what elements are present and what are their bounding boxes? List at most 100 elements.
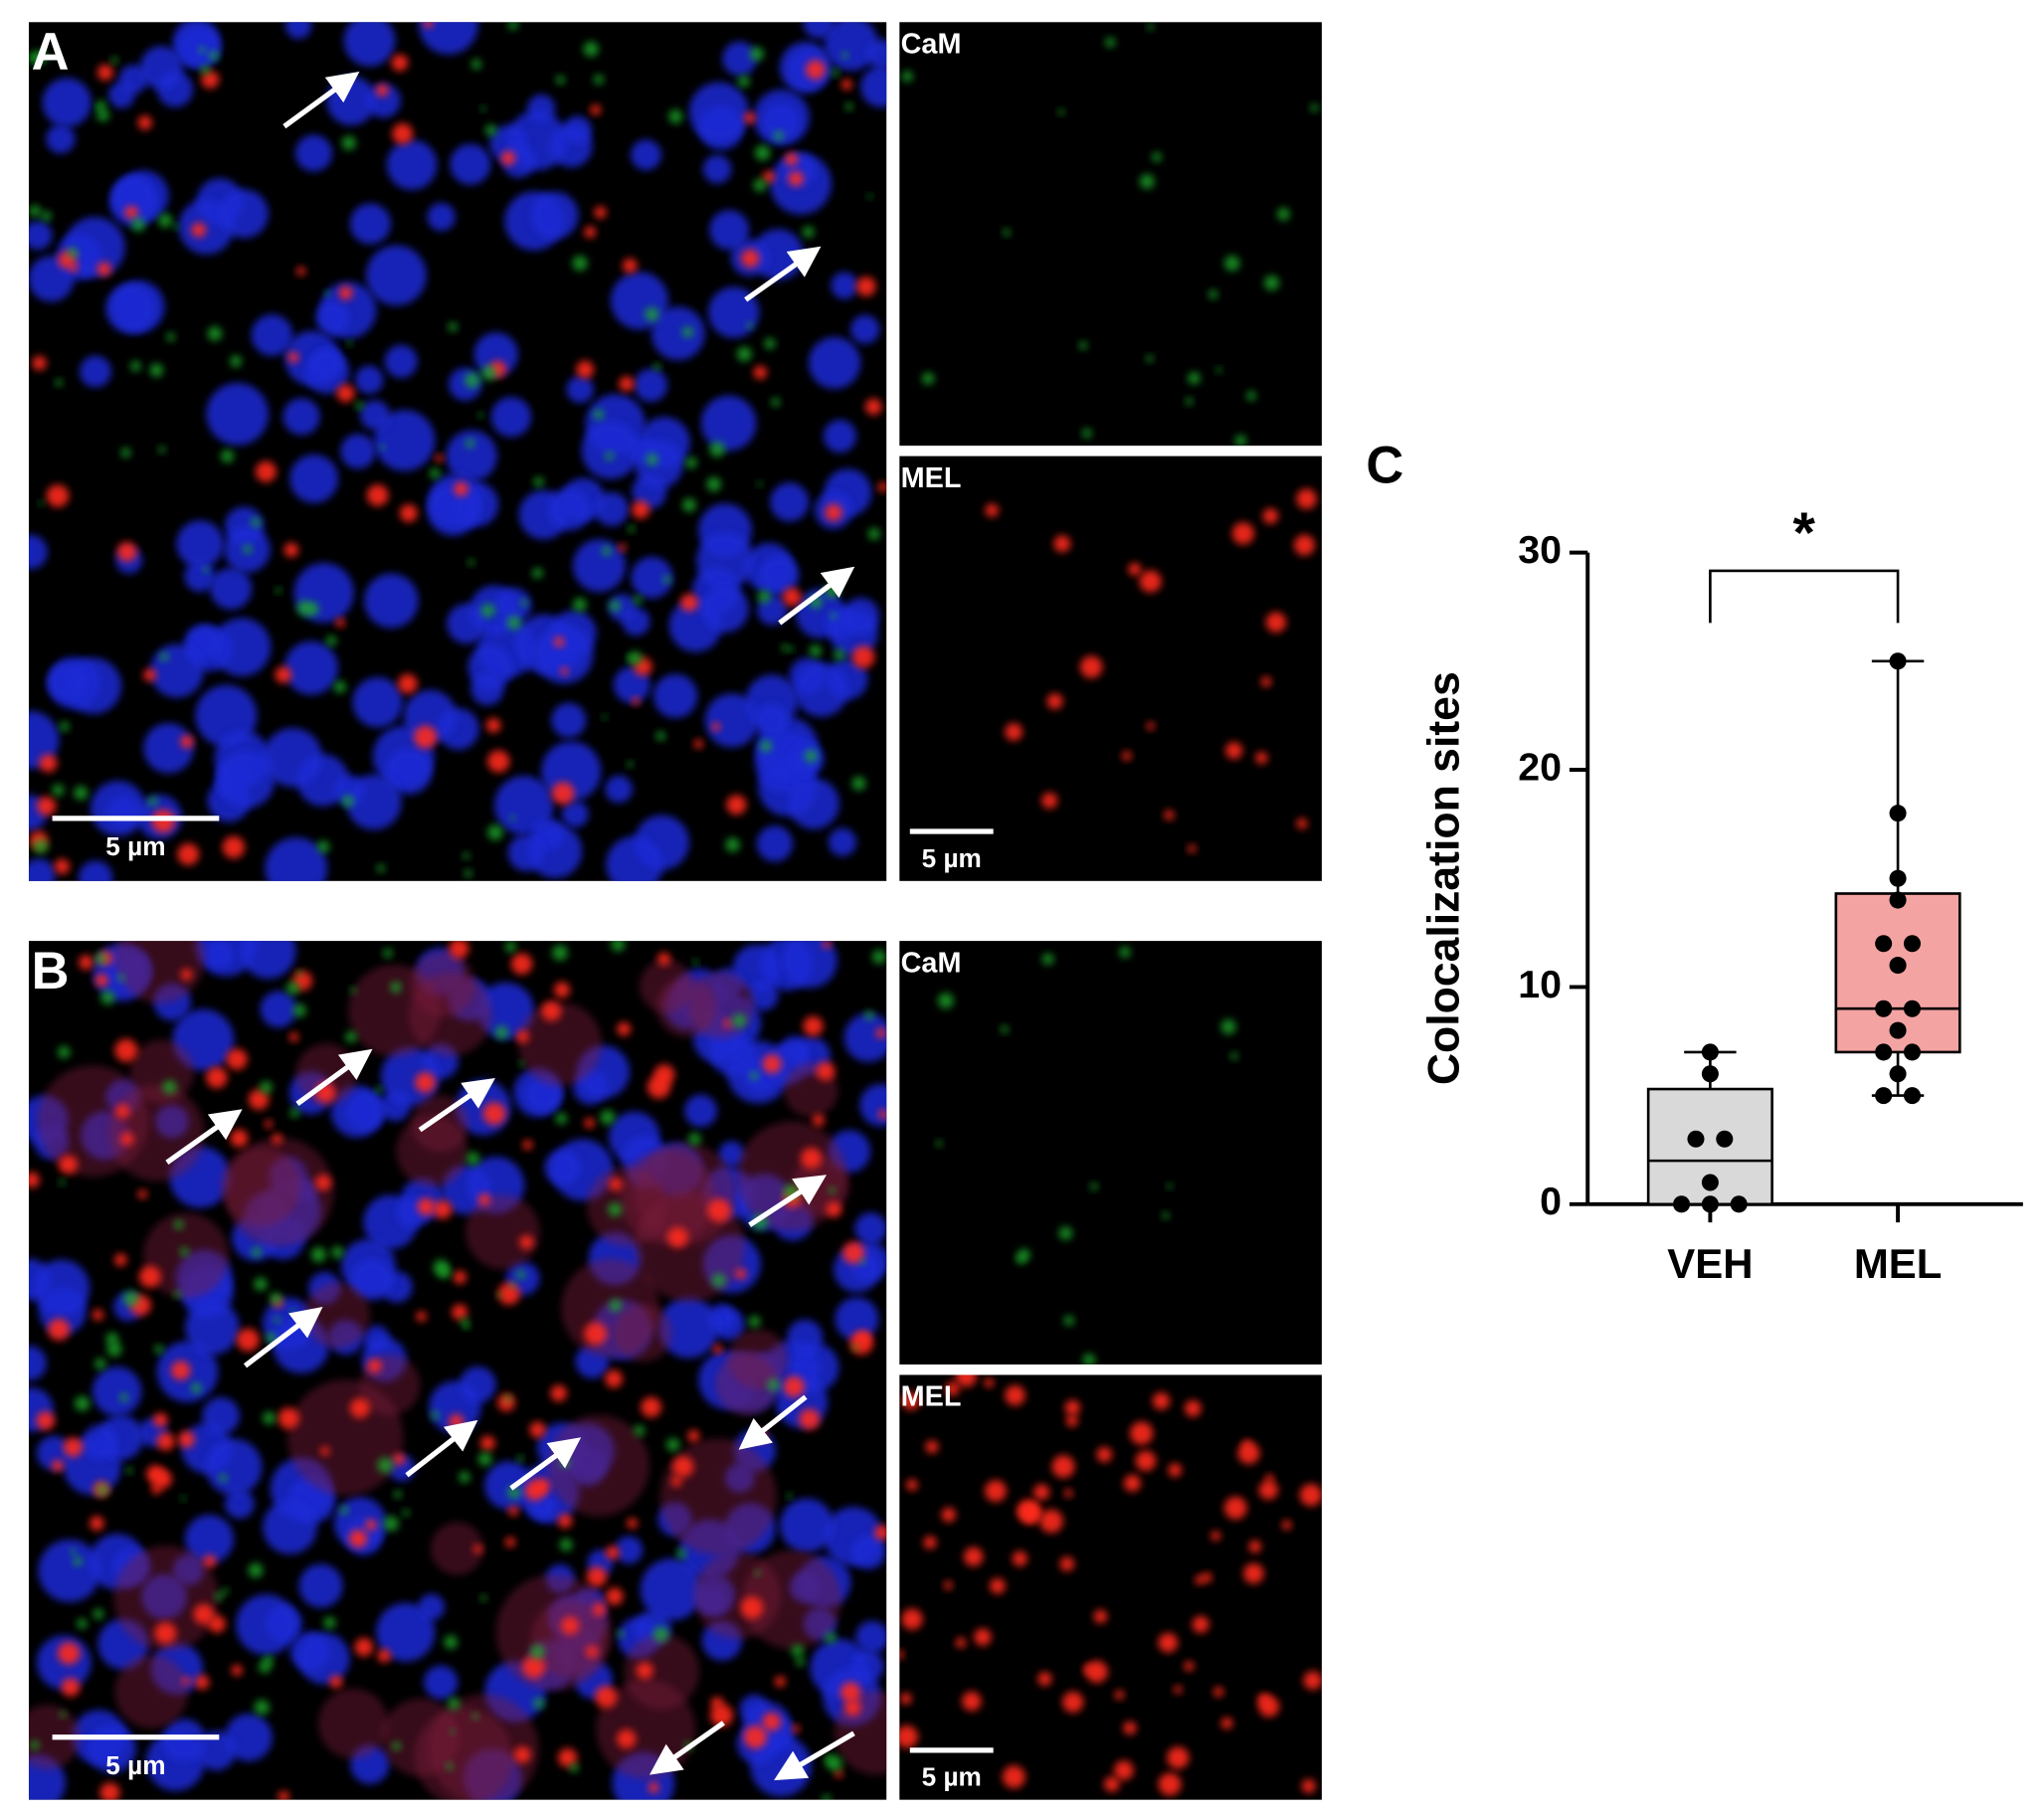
- blob: [1265, 1474, 1274, 1483]
- blob: [824, 22, 878, 72]
- blob: [287, 1379, 404, 1496]
- blob: [609, 1299, 623, 1312]
- blob: [156, 1432, 175, 1451]
- blob: [196, 1730, 237, 1771]
- blob: [801, 1147, 823, 1170]
- blob: [248, 1089, 270, 1110]
- blob: [803, 22, 835, 39]
- blob: [943, 1580, 953, 1590]
- blob: [559, 1457, 570, 1468]
- blob: [783, 1375, 805, 1398]
- blob: [864, 1010, 874, 1020]
- blob: [454, 481, 468, 497]
- blob: [182, 1676, 191, 1686]
- blob: [1063, 1489, 1073, 1498]
- blob: [360, 400, 390, 431]
- blob: [90, 781, 146, 836]
- blob: [726, 795, 747, 816]
- blob: [207, 326, 223, 341]
- blob: [696, 532, 754, 590]
- blob: [209, 51, 219, 62]
- blob: [680, 593, 698, 612]
- blob: [682, 326, 693, 338]
- blob: [941, 1507, 956, 1523]
- blob: [925, 1440, 939, 1454]
- blob: [1002, 1765, 1025, 1789]
- blob: [700, 395, 757, 452]
- blob: [226, 1048, 248, 1070]
- blob: [497, 1282, 520, 1305]
- y-tick-label: 20: [1518, 745, 1562, 789]
- blob: [595, 1685, 618, 1709]
- blob: [184, 1515, 234, 1564]
- blob: [605, 452, 614, 460]
- x-tick-label: VEH: [1667, 1240, 1753, 1287]
- blob: [487, 750, 510, 773]
- blob: [1021, 1503, 1041, 1525]
- arrow: [738, 1394, 808, 1450]
- blob: [754, 1569, 761, 1576]
- blob: [901, 1391, 920, 1410]
- blob: [584, 1117, 595, 1129]
- blob: [1257, 1693, 1271, 1707]
- blob: [289, 1108, 299, 1118]
- data-point: [1701, 1043, 1719, 1061]
- blob: [1174, 1685, 1183, 1695]
- blob: [822, 1794, 832, 1800]
- blob: [792, 1725, 801, 1733]
- blob: [92, 1309, 104, 1321]
- blob: [416, 1311, 427, 1322]
- blob: [375, 84, 389, 97]
- blob: [1220, 1717, 1233, 1729]
- blob: [1062, 1691, 1084, 1713]
- blob: [191, 222, 207, 238]
- blob: [702, 154, 732, 184]
- blob: [315, 301, 350, 335]
- blob: [569, 1763, 579, 1773]
- blob: [1281, 1520, 1292, 1531]
- blob: [1220, 1019, 1236, 1034]
- blob: [628, 525, 636, 533]
- blob: [586, 1566, 608, 1587]
- blob: [100, 991, 115, 1004]
- blob: [54, 858, 71, 874]
- blob: [617, 1728, 637, 1749]
- blob: [452, 1304, 467, 1321]
- blob: [757, 481, 763, 487]
- blob: [383, 1516, 399, 1532]
- blob: [757, 590, 771, 604]
- blob: [1046, 693, 1063, 710]
- blob: [541, 1000, 562, 1021]
- micrograph-texture: [985, 488, 1317, 853]
- blob: [427, 482, 479, 536]
- blob: [272, 1133, 282, 1145]
- blob: [296, 267, 306, 276]
- blob: [275, 587, 281, 594]
- blob: [874, 1525, 887, 1541]
- blob: [648, 1781, 659, 1793]
- blob: [707, 1198, 731, 1222]
- blob: [435, 454, 444, 462]
- blob: [709, 210, 750, 251]
- blob: [320, 1446, 330, 1456]
- blob: [754, 703, 789, 738]
- blob: [230, 1129, 249, 1148]
- blob: [143, 1212, 229, 1299]
- blob: [524, 1481, 545, 1501]
- blob: [605, 1369, 623, 1388]
- blob: [355, 401, 364, 410]
- blob: [115, 1104, 130, 1119]
- blob: [317, 1688, 389, 1759]
- blob: [1164, 810, 1175, 820]
- blob: [446, 430, 497, 482]
- blob: [688, 1133, 701, 1146]
- blob: [263, 728, 322, 788]
- blob: [172, 22, 221, 67]
- blob: [860, 66, 887, 107]
- blob: [741, 249, 760, 269]
- blob: [384, 344, 418, 378]
- blob: [29, 205, 41, 217]
- blob: [217, 750, 276, 809]
- blob: [438, 1266, 451, 1279]
- blob: [533, 1698, 545, 1710]
